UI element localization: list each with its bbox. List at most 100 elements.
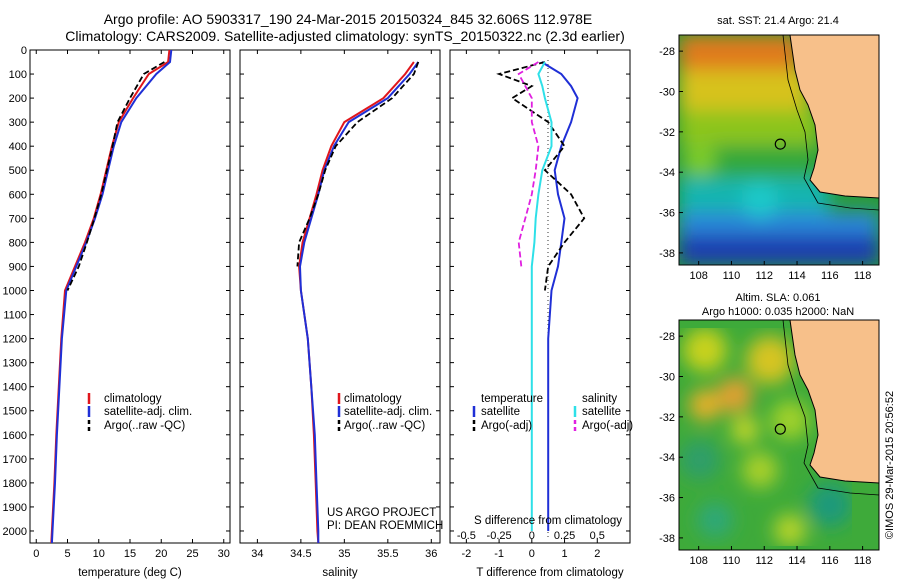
map-x-tick-label: 116 [821, 270, 839, 282]
difference-x-ticks: -2 -1 0 1 2 [461, 50, 600, 560]
y-tick-label: 1000 [3, 285, 27, 297]
sla-map-frame [678, 319, 880, 551]
map-y-tick-label: -36 [659, 493, 675, 505]
legend-argo: Argo(..raw -QC) [104, 420, 185, 432]
map-x-tick-label: 108 [689, 555, 707, 567]
map-x-tick-label: 110 [723, 270, 741, 282]
legend-satellite: satellite-adj. clim. [104, 406, 192, 418]
y-tick-label: 500 [9, 165, 27, 177]
x-tick-label: 20 [155, 548, 167, 560]
project-annotation: US ARGO PROJECT [327, 507, 436, 519]
sst-land [790, 35, 879, 198]
sst-map: sat. SST: 21.4 Argo: 21.4 108 110 112 114 11… [659, 15, 880, 282]
difference-top-ticks: -0.5 -0.25 0 0.25 0.5 [457, 530, 605, 542]
salinity-x-label: salinity [322, 567, 357, 579]
y-tick-label: 1900 [3, 502, 27, 514]
top-tick-label: 0 [529, 530, 535, 542]
y-tick-label: 800 [9, 237, 27, 249]
x-tick-label: 34 [251, 548, 263, 560]
x-tick-label: -2 [461, 548, 471, 560]
sst-map-frame [678, 34, 880, 266]
sla-field [680, 328, 852, 546]
top-tick-label: -0.5 [457, 530, 476, 542]
x-tick-label: 36 [425, 548, 437, 560]
y-tick-label: 600 [9, 189, 27, 201]
difference-frame [449, 49, 631, 544]
map-y-tick-label: -34 [659, 167, 675, 179]
y-tick-label: 1500 [3, 406, 27, 418]
salinity-legend: climatology satellite-adj. clim. Argo(..… [337, 393, 432, 432]
y-tick-label: 1600 [3, 430, 27, 442]
map-y-tick-label: -32 [659, 127, 675, 139]
map-x-tick-label: 116 [821, 555, 839, 567]
x-tick-label: 30 [218, 548, 230, 560]
y-tick-label: 1200 [3, 334, 27, 346]
y-tick-label: 1400 [3, 382, 27, 394]
map-y-tick-label: -38 [659, 248, 675, 260]
s-legend-argo: Argo(..raw -QC) [344, 420, 425, 432]
map-x-tick-label: 112 [755, 555, 773, 567]
map-y-tick-label: -30 [659, 86, 675, 98]
sla-land [790, 320, 879, 483]
sal-diff-argo-line [517, 61, 540, 267]
salinity-depth-ticks [240, 49, 440, 532]
legend-s-argo: Argo(-adj) [582, 420, 633, 432]
y-tick-label: 100 [9, 69, 27, 81]
temperature-panel: 0100200300400500600700800900100011001200… [3, 45, 231, 579]
legend-temperature-header: temperature [481, 393, 543, 405]
top-tick-label: -0.25 [487, 530, 512, 542]
temperature-frame [29, 49, 231, 544]
argo-location-marker [774, 138, 786, 150]
legend-climatology: climatology [104, 393, 162, 405]
temperature-legend: climatology satellite-adj. clim. Argo(..… [87, 393, 192, 432]
temp-diff-satellite-line [541, 61, 579, 531]
sla-map-title: Altim. SLA: 0.061 [736, 292, 821, 304]
map-x-tick-label: 112 [755, 270, 773, 282]
temperature-x-ticks: 0 5 10 15 20 25 30 [33, 50, 230, 560]
y-tick-label: 400 [9, 141, 27, 153]
sla-map: Altim. SLA: 0.061 Argo h1000: 0.035 h200… [659, 292, 880, 567]
y-tick-label: 1300 [3, 358, 27, 370]
temp-diff-argo-line [496, 61, 586, 291]
temperature-x-label: temperature (deg C) [78, 567, 182, 579]
y-tick-label: 200 [9, 93, 27, 105]
map-x-tick-label: 118 [854, 555, 872, 567]
sal-diff-satellite-line [530, 61, 553, 531]
s-legend-climatology: climatology [344, 393, 402, 405]
top-tick-label: 0.5 [590, 530, 605, 542]
map-x-tick-label: 118 [854, 270, 872, 282]
map-y-tick-label: -38 [659, 533, 675, 545]
map-y-tick-label: -28 [659, 46, 675, 58]
temperature-climatology-line [50, 50, 171, 543]
y-tick-label: 300 [9, 117, 27, 129]
temperature-satellite-line [50, 50, 173, 543]
x-tick-label: 35 [338, 548, 350, 560]
argo-location-marker-2 [774, 423, 786, 435]
difference-depth-ticks [450, 49, 630, 532]
figure-title: Argo profile: AO 5903317_190 24-Mar-2015… [104, 11, 593, 27]
difference-x-label: T difference from climatology [476, 567, 623, 579]
difference-top-label: S difference from climatology [474, 515, 622, 527]
legend-t-satellite: satellite [481, 406, 520, 418]
map-y-tick-label: -36 [659, 208, 675, 220]
map-y-tick-label: -28 [659, 331, 675, 343]
x-tick-label: 5 [64, 548, 70, 560]
x-tick-label: 1 [561, 548, 567, 560]
x-tick-label: 34.5 [290, 548, 311, 560]
y-tick-label: 1700 [3, 454, 27, 466]
map-x-tick-label: 114 [788, 555, 806, 567]
salinity-panel: 34 34.5 35 35.5 36 salinity climatology sate… [239, 49, 443, 579]
salinity-argo-line [296, 61, 420, 267]
x-tick-label: 35.5 [377, 548, 398, 560]
legend-s-satellite: satellite [582, 406, 621, 418]
figure-subtitle: Climatology: CARS2009. Satellite-adjuste… [65, 28, 625, 44]
y-tick-label: 1100 [3, 310, 27, 322]
legend-salinity-header: salinity [582, 393, 617, 405]
map-x-tick-label: 108 [689, 270, 707, 282]
imos-credit: ©IMOS 29-Mar-2015 20:56:52 [884, 391, 896, 539]
y-tick-label: 1800 [3, 478, 27, 490]
sla-map-ticks: 108 110 112 114 116 118 -28 -30 -32 -34 -36 -38 [659, 331, 871, 567]
map-x-tick-label: 110 [723, 555, 741, 567]
y-tick-label: 900 [9, 261, 27, 273]
